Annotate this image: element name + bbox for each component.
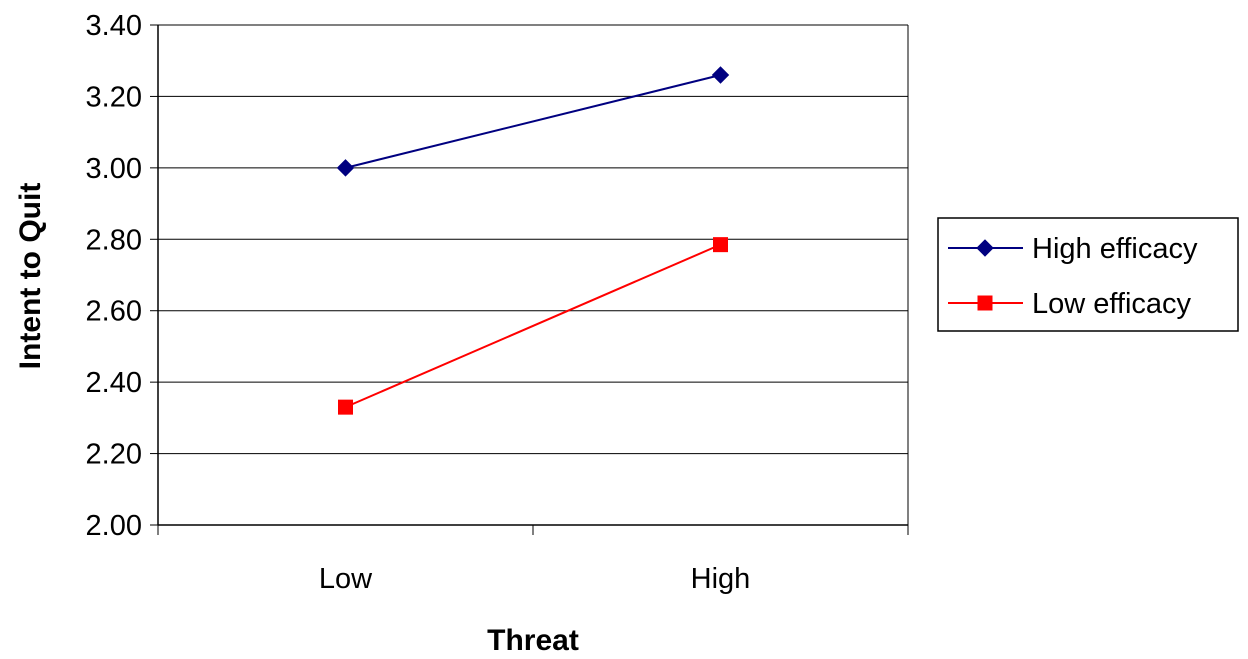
- legend-label: Low efficacy: [1032, 288, 1192, 320]
- x-tick-labels: Low High: [319, 563, 750, 595]
- legend-swatch-marker: [977, 295, 993, 311]
- series-lines: [345, 74, 721, 409]
- legend-swatch-marker: [976, 239, 994, 257]
- y-tick-label: 3.00: [86, 153, 142, 185]
- series-line-high-efficacy: [345, 74, 721, 169]
- legend-label: High efficacy: [1032, 233, 1198, 265]
- x-tick-label: High: [691, 563, 751, 595]
- y-tick-label: 3.20: [86, 81, 142, 113]
- y-tick-label: 2.20: [86, 439, 142, 471]
- y-tick-label: 2.60: [86, 296, 142, 328]
- x-tick-label: Low: [319, 563, 373, 595]
- data-point-low-efficacy: [713, 237, 728, 253]
- data-point-high-efficacy: [711, 66, 730, 84]
- legend-items: High efficacy Low efficacy: [948, 233, 1198, 320]
- x-axis-title: Threat: [487, 624, 579, 657]
- y-tick-label: 2.40: [86, 367, 142, 399]
- y-tick-label: 2.00: [86, 510, 142, 542]
- data-point-high-efficacy: [336, 159, 355, 177]
- y-axis-title: Intent to Quit: [14, 183, 47, 370]
- y-tick-label: 3.40: [86, 10, 142, 42]
- series-line-low-efficacy: [345, 243, 721, 409]
- series-markers: [336, 66, 730, 415]
- data-point-low-efficacy: [338, 399, 353, 415]
- y-tick-label: 2.80: [86, 224, 142, 256]
- legend-box: [937, 217, 1239, 332]
- gridlines: [158, 24, 908, 526]
- y-tick-labels: 2.00 2.20 2.40 2.60 2.80 3.00 3.20 3.40: [86, 10, 142, 542]
- legend: High efficacy Low efficacy: [937, 217, 1239, 332]
- axes: [150, 24, 909, 535]
